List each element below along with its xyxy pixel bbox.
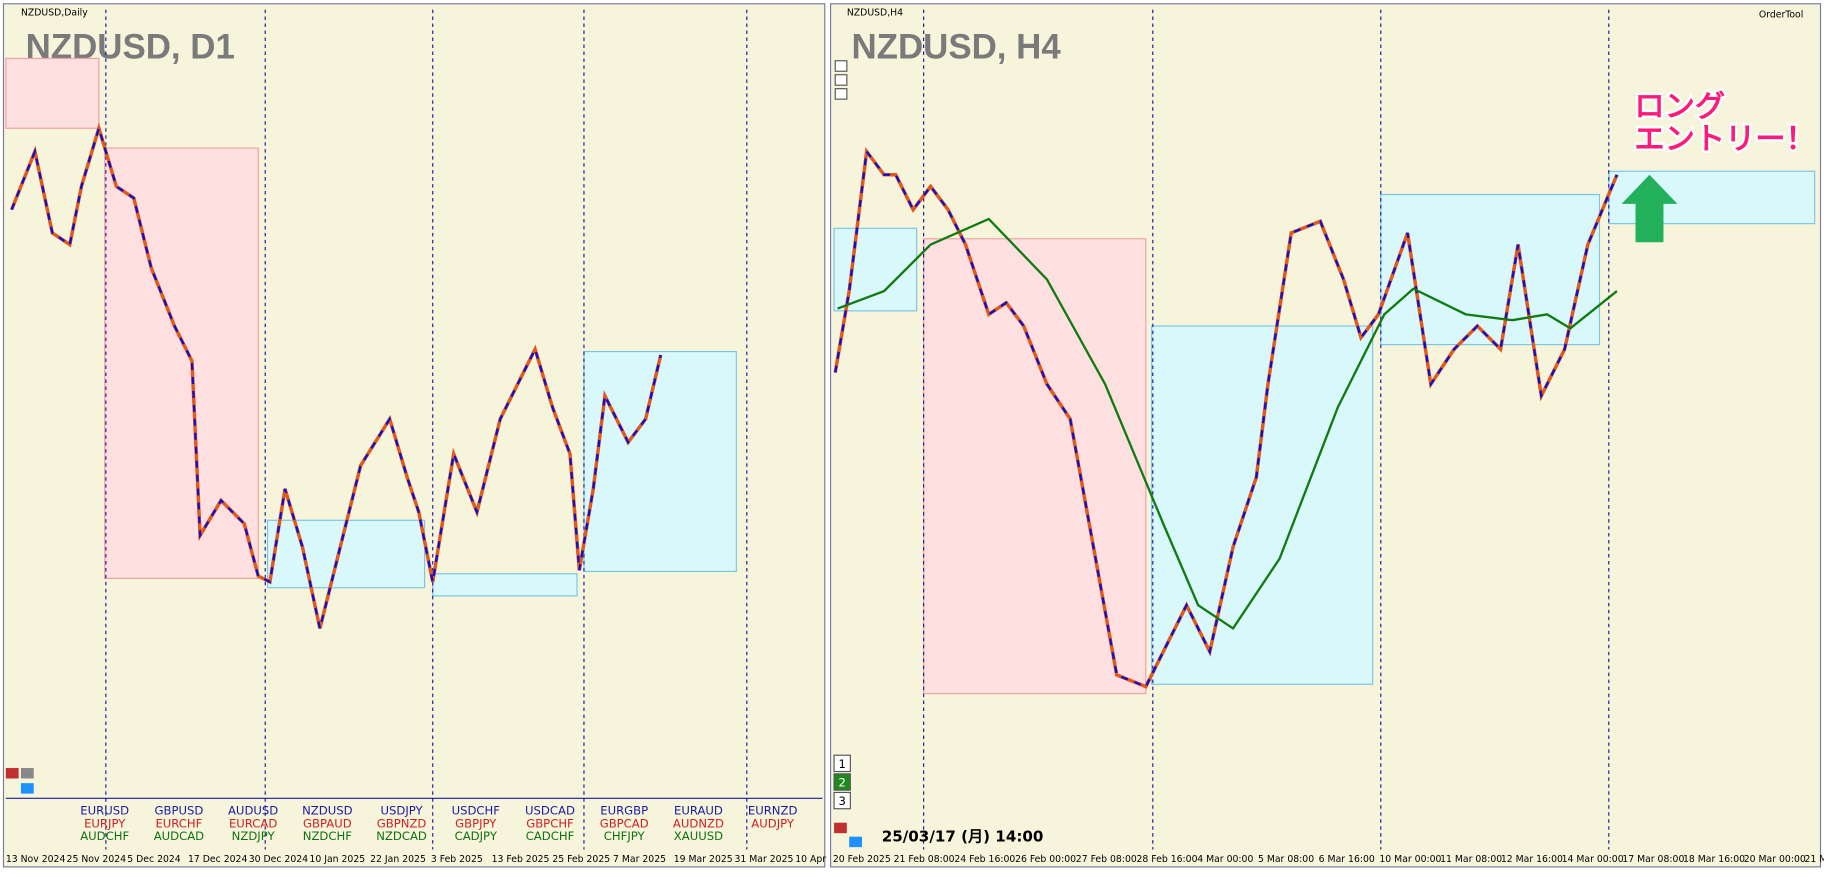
toolbar-button[interactable] — [834, 822, 847, 834]
timeframe-button[interactable] — [833, 754, 851, 773]
symbol-link[interactable]: CADCHF — [526, 829, 575, 843]
timeframe-button[interactable] — [833, 791, 851, 810]
price-path-bull — [10, 124, 662, 629]
timeframe-button-label[interactable]: 2 — [839, 776, 846, 790]
timeframe-button-label[interactable]: 3 — [839, 794, 846, 808]
symbol-link[interactable]: CADJPY — [455, 829, 498, 843]
x-axis-date: 21 Feb 08:00 — [894, 854, 955, 865]
symbol-link[interactable]: NZDUSD — [302, 804, 352, 818]
x-axis-date: 27 Feb 08:00 — [1076, 854, 1137, 865]
timeframe-button-label[interactable]: 1 — [839, 757, 846, 771]
x-axis-date: 10 Jan 2025 — [309, 854, 365, 865]
x-axis-date: 11 Mar 08:00 — [1440, 854, 1502, 865]
x-axis-date: 28 Feb 16:00 — [1137, 854, 1198, 865]
symbol-link[interactable]: XAUUSD — [674, 829, 723, 843]
x-axis-date: 17 Mar 08:00 — [1622, 854, 1684, 865]
x-axis-date: 3 Feb 2025 — [431, 854, 483, 865]
x-axis-date: 17 Dec 2024 — [188, 854, 247, 865]
chart-title: NZDUSD, H4 — [852, 27, 1062, 66]
x-axis-date: 25 Feb 2025 — [552, 854, 610, 865]
scroll-button[interactable] — [834, 88, 848, 100]
window-label: NZDUSD,H4 — [847, 7, 903, 18]
toolbar-button[interactable] — [20, 768, 34, 779]
x-axis-date: 25 Nov 2024 — [67, 854, 127, 865]
symbol-link[interactable]: CHFJPY — [604, 829, 646, 843]
x-axis-date: 5 Mar 08:00 — [1258, 854, 1314, 865]
symbol-link[interactable]: EURCAD — [229, 816, 277, 830]
symbol-link[interactable]: NZDJPY — [232, 829, 276, 843]
symbol-link[interactable]: AUDUSD — [228, 804, 278, 818]
window-label: NZDUSD,Daily — [21, 7, 88, 18]
symbol-link[interactable]: AUDNZD — [673, 816, 724, 830]
symbol-link[interactable]: GBPUSD — [154, 804, 203, 818]
toolbar-button[interactable] — [20, 783, 34, 794]
symbol-link[interactable]: GBPCAD — [600, 816, 649, 830]
x-axis-date: 18 Mar 16:00 — [1683, 854, 1745, 865]
symbol-link[interactable]: USDJPY — [380, 804, 423, 818]
scroll-button[interactable] — [834, 60, 848, 72]
symbol-link[interactable]: USDCAD — [525, 804, 575, 818]
scroll-button[interactable] — [834, 74, 848, 86]
symbol-link[interactable]: AUDCAD — [154, 829, 204, 843]
symbol-link[interactable]: AUDCHF — [80, 829, 129, 843]
symbol-link[interactable]: NZDCAD — [376, 829, 427, 843]
timeframe-button[interactable] — [833, 773, 851, 791]
x-axis-date: 26 Feb 00:00 — [1015, 854, 1076, 865]
symbol-link[interactable]: USDCHF — [452, 804, 501, 818]
period-separators — [923, 9, 1610, 850]
price-path-bull — [834, 148, 1619, 689]
symbol-link[interactable]: EURNZD — [748, 804, 798, 818]
x-axis-date: 22 Jan 2025 — [370, 854, 426, 865]
symbol-link[interactable]: EURUSD — [80, 804, 129, 818]
x-axis-date: 14 Mar 00:00 — [1562, 854, 1624, 865]
symbol-link[interactable]: AUDJPY — [751, 816, 795, 830]
x-axis-date: 4 Mar 00:00 — [1197, 854, 1253, 865]
symbol-link[interactable]: EURGBP — [600, 804, 648, 818]
toolbar-button[interactable] — [849, 836, 862, 848]
x-axis-date: 13 Nov 2024 — [6, 854, 66, 865]
annotation: エントリー！ — [1634, 122, 1815, 157]
up-arrow — [1621, 174, 1678, 243]
x-axis-date: 20 Mar 00:00 — [1744, 854, 1806, 865]
toolbar-button[interactable] — [5, 768, 19, 779]
symbol-link[interactable]: EURJPY — [84, 816, 126, 830]
symbol-link[interactable]: GBPNZD — [377, 816, 427, 830]
x-axis-date: 10 Apr — [795, 854, 826, 865]
x-axis-date: 21 M — [1804, 854, 1824, 865]
timestamp: 25/03/17 (月) 14:00 — [882, 827, 1044, 845]
x-axis-date: 19 Mar 2025 — [674, 854, 733, 865]
x-axis-date: 7 Mar 2025 — [613, 854, 666, 865]
symbol-link[interactable]: NZDCHF — [303, 829, 352, 843]
annotation: ロング — [1634, 90, 1725, 125]
x-axis-date: 24 Feb 16:00 — [954, 854, 1015, 865]
x-axis-date: 10 Mar 00:00 — [1379, 854, 1441, 865]
x-axis-date: 30 Dec 2024 — [249, 854, 308, 865]
symbol-link[interactable]: GBPJPY — [455, 816, 497, 830]
tool-label[interactable]: OrderTool — [1759, 10, 1803, 21]
symbol-link[interactable]: GBPCHF — [526, 816, 574, 830]
symbol-link[interactable]: EURCHF — [155, 816, 202, 830]
x-axis-date: 6 Mar 16:00 — [1319, 854, 1375, 865]
moving-average — [837, 217, 1618, 631]
symbol-link[interactable]: EURAUD — [674, 804, 723, 818]
x-axis-date: 20 Feb 2025 — [833, 854, 891, 865]
x-axis-date: 5 Dec 2024 — [127, 854, 181, 865]
symbol-link[interactable]: GBPAUD — [303, 816, 352, 830]
x-axis-date: 31 Mar 2025 — [734, 854, 793, 865]
x-axis-date: 12 Mar 16:00 — [1501, 854, 1563, 865]
x-axis-date: 13 Feb 2025 — [492, 854, 550, 865]
price-boxes — [5, 57, 737, 597]
